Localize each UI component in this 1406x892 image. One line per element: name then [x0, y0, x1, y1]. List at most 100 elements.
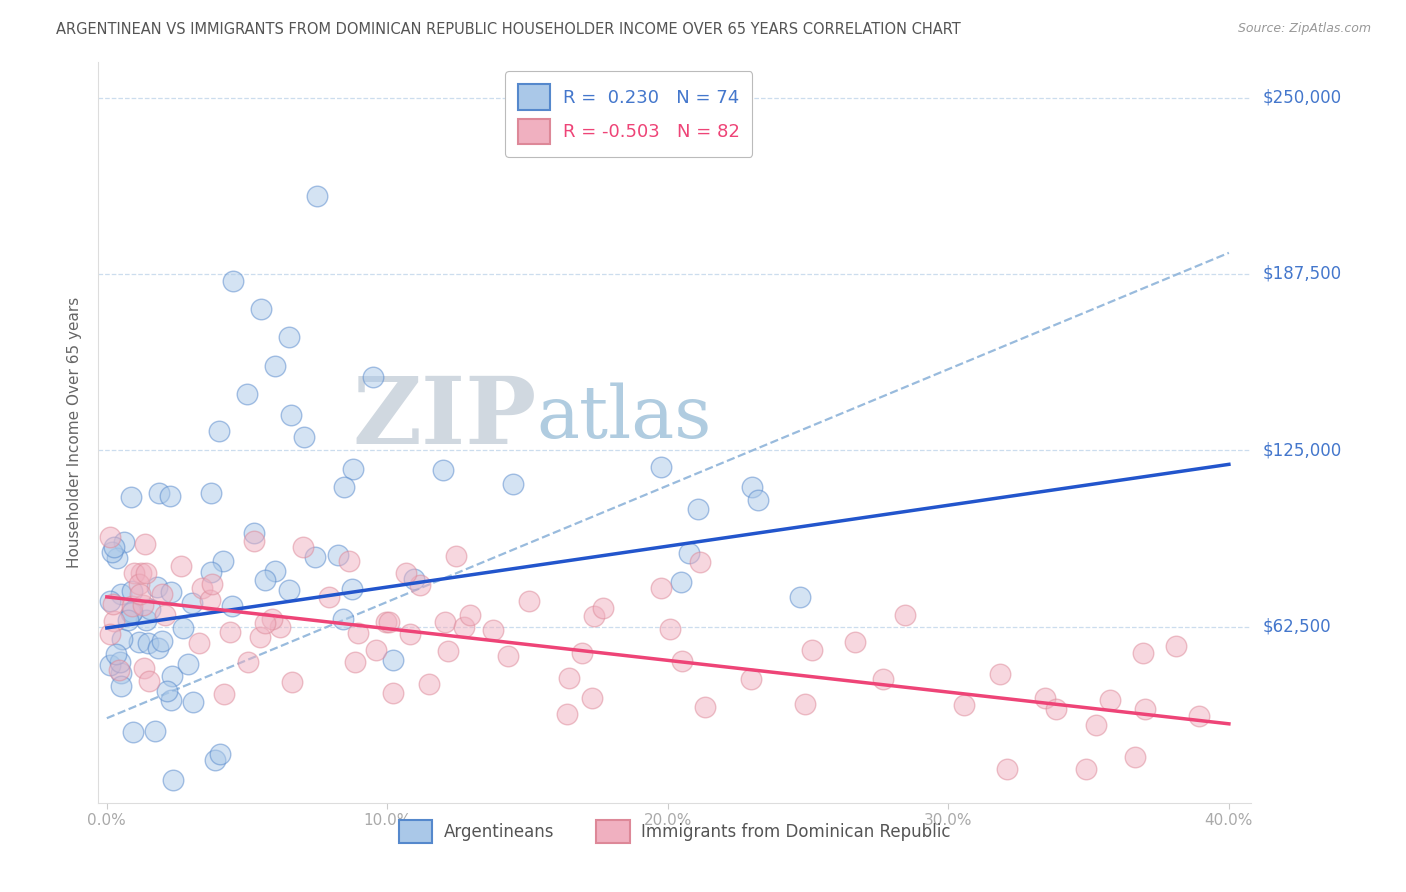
Point [159, 585, 181, 599]
Point [291, 540, 314, 554]
Point [659, 623, 682, 637]
Point [1164, 639, 1187, 653]
Point [482, 624, 505, 638]
Text: Source: ZipAtlas.com: Source: ZipAtlas.com [1237, 22, 1371, 36]
Point [111, 632, 134, 647]
Point [1074, 762, 1097, 776]
Point [105, 551, 128, 566]
Point [117, 614, 139, 628]
Point [188, 635, 211, 649]
Point [557, 671, 579, 685]
Point [693, 700, 716, 714]
Text: $187,500: $187,500 [1263, 265, 1341, 283]
Point [669, 574, 692, 589]
Point [988, 667, 1011, 681]
Point [253, 573, 276, 587]
Text: ZIP: ZIP [353, 373, 537, 463]
Point [789, 590, 811, 604]
Point [98, 626, 121, 640]
Point [162, 669, 184, 683]
Point [264, 564, 287, 578]
Point [344, 655, 367, 669]
Point [686, 502, 709, 516]
Point [128, 577, 150, 591]
Point [1132, 646, 1154, 660]
Point [107, 663, 129, 677]
Point [402, 572, 425, 586]
Point [122, 724, 145, 739]
Point [104, 647, 127, 661]
Point [740, 672, 762, 686]
Text: atlas: atlas [537, 383, 711, 453]
Point [181, 596, 204, 610]
Point [333, 480, 356, 494]
Point [120, 490, 142, 504]
Point [238, 655, 260, 669]
Point [143, 724, 166, 739]
Point [1033, 691, 1056, 706]
Point [208, 424, 231, 438]
Point [280, 408, 302, 422]
Point [894, 607, 917, 622]
Point [517, 593, 540, 607]
Point [747, 493, 769, 508]
Point [361, 370, 384, 384]
Point [200, 486, 222, 500]
Y-axis label: Householder Income Over 65 years: Householder Income Over 65 years [67, 297, 83, 568]
Point [221, 599, 243, 613]
Point [249, 631, 271, 645]
Point [191, 581, 214, 595]
Point [377, 615, 399, 629]
Point [128, 635, 150, 649]
Point [150, 587, 173, 601]
Point [160, 692, 183, 706]
Point [153, 607, 176, 622]
Point [100, 545, 122, 559]
Point [101, 597, 124, 611]
Point [671, 654, 693, 668]
Text: $125,000: $125,000 [1263, 442, 1341, 459]
Point [264, 359, 287, 373]
Point [555, 706, 578, 721]
Point [374, 615, 396, 629]
Point [409, 578, 432, 592]
Point [650, 460, 672, 475]
Point [198, 592, 221, 607]
Point [98, 594, 121, 608]
Point [200, 565, 222, 579]
Point [332, 612, 354, 626]
Point [243, 533, 266, 548]
Point [262, 612, 284, 626]
Point [138, 602, 160, 616]
Point [211, 554, 233, 568]
Point [121, 599, 143, 613]
Point [181, 695, 204, 709]
Point [952, 698, 974, 712]
Point [134, 537, 156, 551]
Point [741, 480, 763, 494]
Point [650, 582, 672, 596]
Point [98, 658, 121, 673]
Point [437, 644, 460, 658]
Point [453, 620, 475, 634]
Point [280, 675, 302, 690]
Point [214, 687, 236, 701]
Point [269, 620, 291, 634]
Point [1188, 709, 1211, 723]
Point [98, 530, 121, 544]
Point [581, 691, 603, 706]
Point [110, 666, 132, 681]
Point [243, 526, 266, 541]
Point [342, 461, 364, 475]
Point [250, 302, 273, 317]
Point [432, 463, 454, 477]
Point [108, 655, 131, 669]
Point [844, 635, 866, 649]
Point [278, 330, 301, 344]
Legend: Argentineans, Immigrants from Dominican Republic: Argentineans, Immigrants from Dominican … [392, 814, 957, 850]
Point [1085, 718, 1108, 732]
Point [399, 626, 422, 640]
Point [364, 643, 387, 657]
Point [340, 582, 363, 596]
Point [110, 679, 132, 693]
